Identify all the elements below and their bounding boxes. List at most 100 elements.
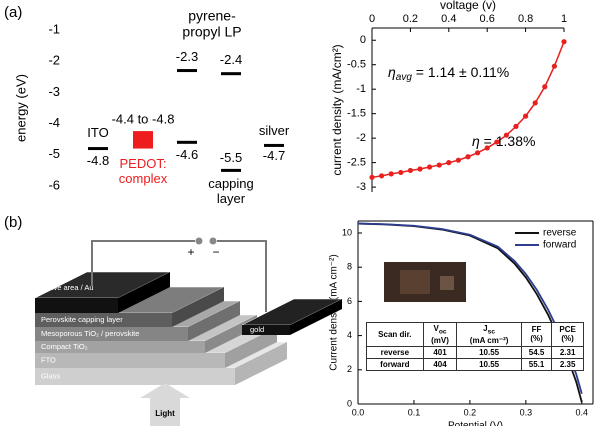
wire xyxy=(217,240,267,312)
x-tick-label: 0.6 xyxy=(480,13,495,25)
contact-label: gold xyxy=(250,325,264,334)
table-cell: 401 xyxy=(422,345,458,359)
inset-table: Scan dir. Voc (mV) Jsc (mA cm⁻²) FF (%) PCE (%) r… xyxy=(366,322,584,371)
table-cell: 2.35 xyxy=(551,357,584,371)
data-point xyxy=(379,173,385,179)
table-cell: forward xyxy=(366,357,424,371)
x-tick-label: 0.2 xyxy=(464,407,477,417)
level-name: silver xyxy=(259,123,290,138)
header-text: Scan dir. xyxy=(378,329,412,339)
table-cell: 10.55 xyxy=(456,357,522,371)
annotation-symbol: η xyxy=(472,133,480,149)
y-tick-label: 10 xyxy=(342,227,352,237)
device-layer xyxy=(35,368,235,385)
data-point xyxy=(532,100,538,106)
level-label: -4.8 xyxy=(87,153,109,168)
device-layer xyxy=(118,272,170,313)
energy-level xyxy=(177,69,197,73)
header-unit: (mV) xyxy=(431,335,449,345)
data-point xyxy=(503,132,509,138)
header-unit: (%) xyxy=(530,334,543,344)
table-header-cell: PCE (%) xyxy=(551,322,584,347)
y-tick-label: -6 xyxy=(48,177,60,192)
level-label: -4.6 xyxy=(176,147,198,162)
y-tick-label: -1.5 xyxy=(347,108,366,120)
device-layer xyxy=(35,341,205,353)
x-tick-label: 0.1 xyxy=(408,407,421,417)
annotation-text: = 1.14 ± 0.11% xyxy=(412,64,509,80)
layer-label: Active area / Au xyxy=(41,283,94,292)
data-point xyxy=(427,164,433,170)
x-tick-label: 1 xyxy=(561,13,567,25)
data-point xyxy=(523,113,529,119)
level-label: -2.4 xyxy=(220,52,242,67)
header-subscript: sc xyxy=(487,328,496,336)
energy-level xyxy=(221,72,241,76)
table-cell: 2.31 xyxy=(551,345,584,359)
y-tick-label: -1 xyxy=(48,21,60,36)
table-row: reverse 401 10.55 54.5 2.31 xyxy=(366,345,584,359)
y-tick-label: -2.5 xyxy=(347,157,366,169)
table-row: forward 404 10.55 55.1 2.35 xyxy=(366,357,584,371)
data-point xyxy=(436,162,442,168)
layer-label: Compact TiO₂ xyxy=(41,342,88,351)
photo-inset xyxy=(440,276,454,290)
data-point xyxy=(465,154,471,160)
terminal-label: + xyxy=(187,245,194,259)
annotation: pyrene- xyxy=(188,8,236,24)
level-label: -5.5 xyxy=(220,150,242,165)
header-unit: (mA cm⁻²) xyxy=(469,335,509,345)
level-label: -2.3 xyxy=(176,49,198,64)
level-label: -4.7 xyxy=(263,148,285,163)
data-point xyxy=(542,84,548,90)
header-subscript: oc xyxy=(438,328,447,336)
y-tick-label: 0 xyxy=(347,398,352,408)
panel-label: (a) xyxy=(4,4,22,21)
photo-inset xyxy=(400,270,430,294)
y-tick-label: -3 xyxy=(356,181,366,193)
device-layer xyxy=(35,313,172,327)
data-point xyxy=(475,150,481,156)
energy-level xyxy=(177,140,197,144)
layer-label: Glass xyxy=(41,371,60,380)
light-arrow xyxy=(140,383,190,426)
table-cell: 10.55 xyxy=(456,345,522,359)
level-name: capping xyxy=(208,176,254,191)
table-cell: reverse xyxy=(366,345,424,359)
data-point xyxy=(494,139,500,145)
device-layer xyxy=(172,287,224,327)
y-tick-label: 6 xyxy=(347,296,352,306)
x-tick-label: 0.0 xyxy=(352,407,365,417)
y-tick-label: -5 xyxy=(48,146,60,161)
level-name: layer xyxy=(217,191,246,206)
x-tick-label: 0.8 xyxy=(518,13,533,25)
energy-level xyxy=(264,143,284,147)
energy-level xyxy=(88,147,108,151)
annotation-subscript: avg xyxy=(396,72,413,83)
y-tick-label: -3 xyxy=(48,84,60,99)
x-axis-label: Potential (V) xyxy=(448,421,503,426)
annotation: η = 1.38% xyxy=(472,133,535,149)
data-point xyxy=(513,123,519,129)
x-tick-label: 0.4 xyxy=(441,13,456,25)
device-layer xyxy=(35,353,225,368)
energy-range xyxy=(133,131,153,149)
panel-label: (b) xyxy=(4,214,22,231)
energy-level xyxy=(221,168,241,172)
data-point xyxy=(551,63,558,69)
level-name: ITO xyxy=(87,125,108,140)
data-point xyxy=(398,169,404,176)
header-text: PCE xyxy=(559,325,576,335)
layer-label: FTO xyxy=(41,355,56,364)
y-tick-label: -2 xyxy=(48,53,60,68)
device-layer xyxy=(35,327,188,341)
table-header-cell: Scan dir. xyxy=(366,322,424,347)
y-tick-label: -2 xyxy=(356,132,366,144)
data-point xyxy=(484,145,490,151)
device-layer xyxy=(188,301,240,341)
x-tick-label: 0.2 xyxy=(403,13,418,25)
header-text: V xyxy=(433,324,439,333)
device-layer xyxy=(225,327,277,368)
header-text: J xyxy=(483,324,488,333)
